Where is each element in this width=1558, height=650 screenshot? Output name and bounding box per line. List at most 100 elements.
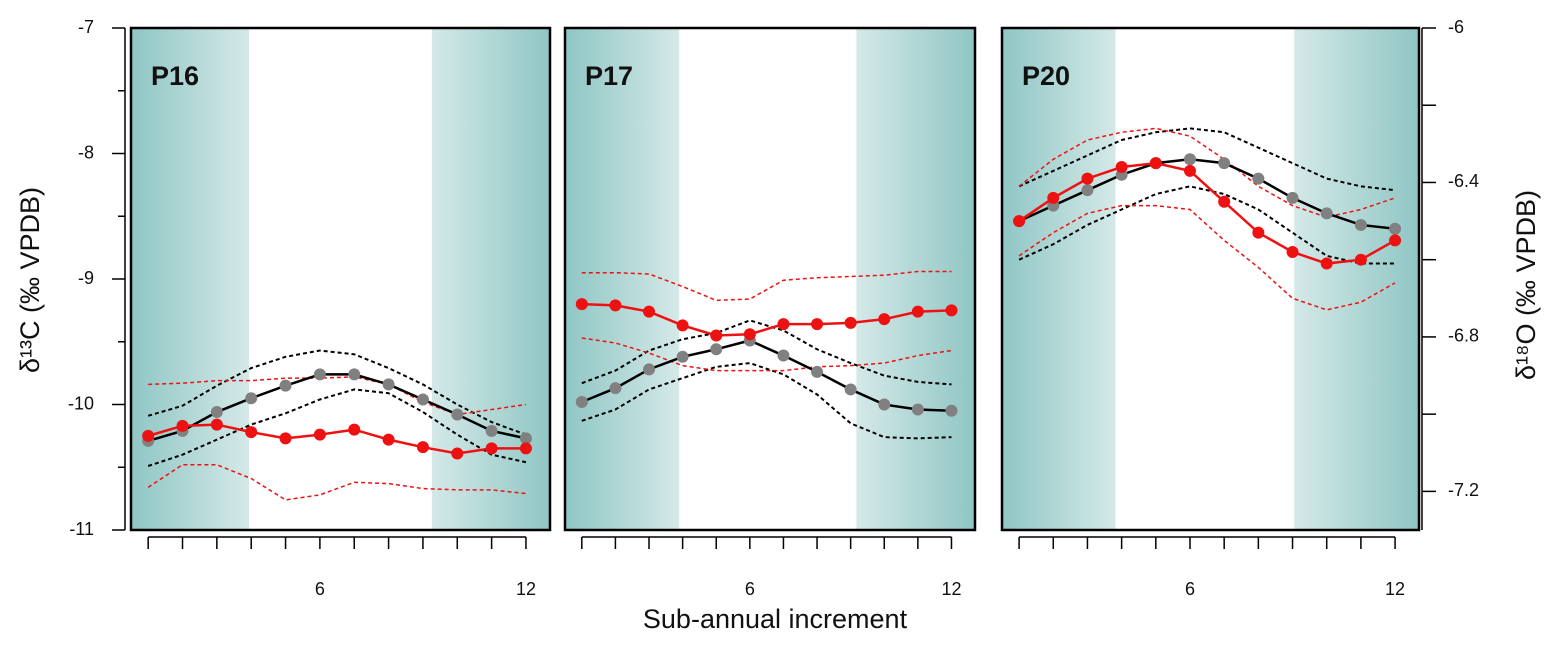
y2-tick-label: -6	[1448, 17, 1464, 37]
x-axis-label: Sub-annual increment	[643, 604, 908, 634]
data-point	[245, 392, 258, 405]
season-shade	[565, 28, 680, 530]
data-point	[1354, 218, 1367, 231]
data-point	[313, 368, 326, 381]
y2-tick-label: -6.8	[1448, 326, 1479, 346]
data-point	[743, 328, 756, 341]
data-point	[451, 447, 464, 460]
data-point	[485, 442, 498, 455]
data-point	[1286, 191, 1299, 204]
data-point	[176, 419, 189, 432]
data-point	[1013, 215, 1026, 228]
envelope-line	[1018, 127, 1396, 192]
data-point	[1183, 164, 1196, 177]
envelope-line	[581, 319, 952, 386]
data-point	[382, 378, 395, 391]
x-tick-label: 6	[1185, 579, 1195, 599]
data-point	[777, 349, 790, 362]
data-point	[1081, 172, 1094, 185]
envelope-line	[581, 337, 952, 372]
data-point	[416, 441, 429, 454]
data-point	[777, 318, 790, 331]
panel-frame	[563, 26, 977, 532]
data-point	[1149, 157, 1162, 170]
data-point	[844, 316, 857, 329]
data-point	[1081, 184, 1094, 197]
data-point	[1218, 157, 1231, 170]
data-line	[1018, 158, 1396, 231]
x-tick-label: 12	[516, 579, 536, 599]
data-point	[142, 429, 155, 442]
data-point	[1389, 234, 1402, 247]
data-point	[1218, 195, 1231, 208]
data-point	[710, 329, 723, 342]
data-point	[485, 424, 498, 437]
data-point	[643, 305, 656, 318]
y-tick-label: -11	[69, 519, 94, 539]
data-point	[676, 319, 689, 332]
data-point	[878, 313, 891, 326]
data-point	[911, 305, 924, 318]
data-point	[451, 408, 464, 421]
data-point	[1354, 253, 1367, 266]
season-shade	[856, 28, 975, 530]
envelope-line	[147, 463, 527, 501]
x-tick-label: 12	[941, 579, 961, 599]
season-shade	[1294, 28, 1419, 530]
panel-title: P20	[1022, 61, 1070, 91]
data-point	[710, 343, 723, 356]
data-point	[1115, 161, 1128, 174]
data-point	[811, 365, 824, 378]
data-point	[279, 379, 292, 392]
data-point	[1286, 245, 1299, 258]
data-point	[348, 423, 361, 436]
data-point	[519, 442, 532, 455]
season-shade	[1002, 28, 1116, 530]
x-tick-label: 6	[315, 579, 325, 599]
data-point	[1320, 257, 1333, 270]
data-point	[279, 432, 292, 445]
data-point	[348, 368, 361, 381]
x-tick-label: 6	[745, 579, 755, 599]
y-tick-label: -8	[78, 142, 94, 162]
panel-frame	[129, 26, 552, 532]
data-point	[609, 299, 622, 312]
data-point	[811, 318, 824, 331]
data-point	[1047, 191, 1060, 204]
data-line	[147, 373, 527, 443]
y-tick-label: -7	[78, 17, 94, 37]
y-axis-label: δ¹³C (‰ VPDB)	[15, 187, 45, 373]
data-point	[911, 403, 924, 416]
data-point	[313, 428, 326, 441]
y-tick-label: -9	[78, 268, 94, 288]
data-point	[1252, 172, 1265, 185]
data-point	[945, 404, 958, 417]
y-tick-label: -10	[68, 393, 94, 413]
panel-title: P16	[151, 61, 199, 91]
envelope-line	[1018, 185, 1396, 265]
data-point	[945, 304, 958, 317]
y2-tick-label: -7.2	[1448, 480, 1479, 500]
data-point	[382, 433, 395, 446]
data-point	[1389, 222, 1402, 235]
data-point	[210, 418, 223, 431]
data-point	[575, 395, 588, 408]
x-tick-label: 12	[1385, 579, 1405, 599]
data-point	[1183, 153, 1196, 166]
data-point	[643, 363, 656, 376]
data-point	[575, 298, 588, 311]
data-point	[519, 432, 532, 445]
panel-title: P17	[585, 61, 633, 91]
data-point	[245, 426, 258, 439]
envelope-line	[581, 362, 952, 440]
data-point	[878, 398, 891, 411]
panel-frame	[1000, 26, 1421, 532]
data-point	[416, 393, 429, 406]
data-point	[210, 406, 223, 419]
data-point	[676, 350, 689, 363]
data-point	[844, 383, 857, 396]
data-point	[1320, 207, 1333, 220]
data-point	[609, 382, 622, 395]
